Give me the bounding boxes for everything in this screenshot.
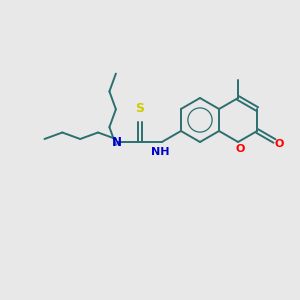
Text: N: N (112, 136, 122, 148)
Text: S: S (135, 102, 144, 115)
Text: O: O (275, 139, 284, 149)
Text: NH: NH (151, 147, 169, 157)
Text: O: O (236, 144, 245, 154)
